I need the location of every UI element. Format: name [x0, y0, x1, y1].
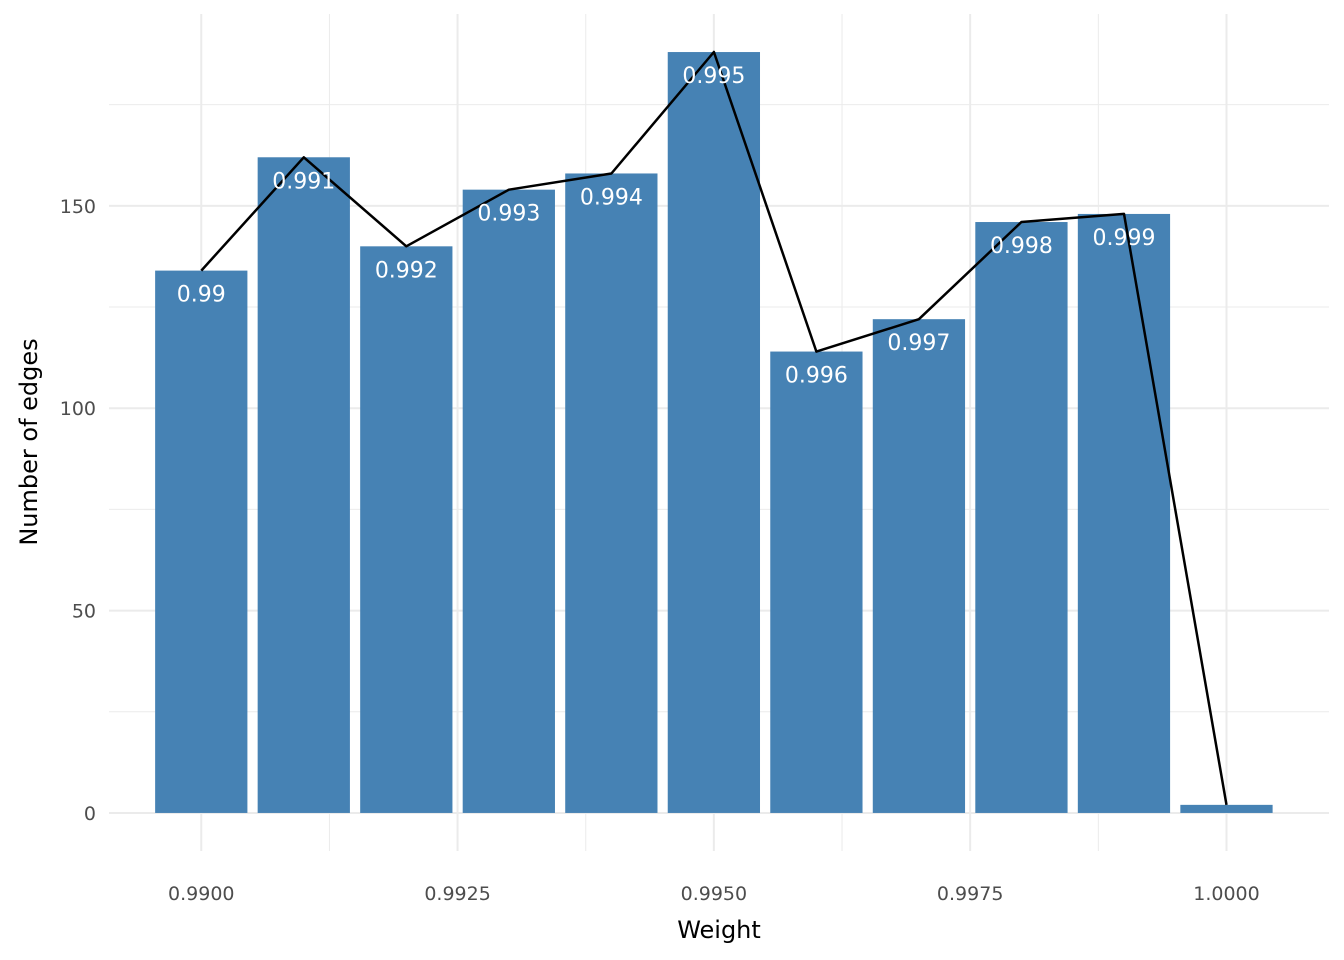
y-tick-label: 100: [60, 398, 96, 420]
x-tick-label: 0.9900: [168, 883, 234, 905]
bar: [975, 222, 1068, 813]
bar: [1180, 804, 1273, 813]
bar-label: 0.991: [272, 169, 335, 194]
y-axis-title: Number of edges: [15, 338, 43, 545]
bar: [462, 189, 555, 813]
bar-label: 0.999: [1092, 226, 1155, 251]
bar-label: 0.994: [580, 185, 643, 210]
y-tick-label: 50: [72, 601, 96, 623]
bar-label: 0.993: [477, 202, 540, 227]
x-tick-label: 0.9950: [681, 883, 747, 905]
bar-label: 0.992: [375, 258, 438, 283]
bar: [360, 246, 453, 813]
y-tick-label: 0: [84, 803, 96, 825]
y-axis-ticks: 0 50 100 150: [60, 196, 96, 825]
bars: [155, 52, 1273, 813]
bar-labels: 0.99 0.991 0.992 0.993 0.994 0.995 0.996 0.997 0…: [177, 64, 1156, 389]
bar: [872, 319, 966, 813]
bar: [155, 270, 248, 813]
series-line: [200, 50, 1228, 806]
bar-label: 0.995: [682, 64, 745, 89]
x-tick-label: 0.9925: [424, 883, 490, 905]
bar-label: 0.998: [990, 234, 1053, 259]
x-tick-label: 0.9975: [937, 883, 1003, 905]
bar-label: 0.99: [177, 283, 226, 308]
x-tick-label: 1.0000: [1193, 883, 1259, 905]
overlay-line: [200, 50, 1228, 806]
x-axis-title: Weight: [677, 916, 761, 944]
bar: [1077, 213, 1171, 813]
x-axis-ticks: 0.9900 0.9925 0.9950 0.9975 1.0000: [168, 883, 1260, 905]
bar-label: 0.997: [887, 331, 950, 356]
bar: [667, 52, 761, 813]
bar: [770, 351, 863, 813]
bar-label: 0.996: [785, 364, 848, 389]
bar: [565, 173, 658, 813]
bar: [257, 157, 350, 813]
y-tick-label: 150: [60, 196, 96, 218]
